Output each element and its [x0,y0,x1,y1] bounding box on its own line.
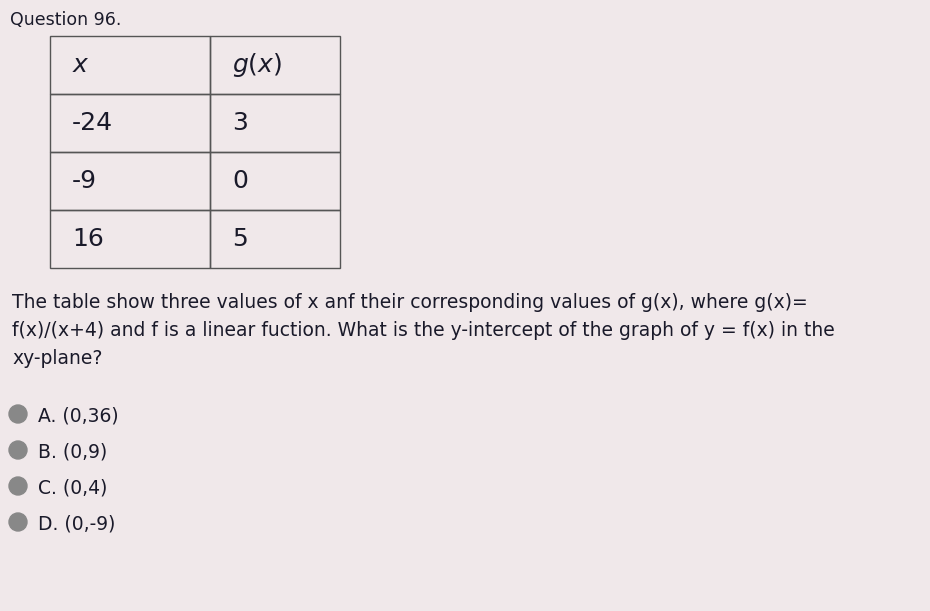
Circle shape [9,405,27,423]
Text: 16: 16 [72,227,104,251]
Text: 3: 3 [232,111,248,135]
Text: A. (0,36): A. (0,36) [38,407,119,426]
Text: $\mathit{x}$: $\mathit{x}$ [72,53,89,77]
Text: C. (0,4): C. (0,4) [38,479,107,498]
Text: -24: -24 [72,111,113,135]
Bar [210,210,340,268]
Text: Question 96.: Question 96. [10,11,122,29]
Text: f(x)/(x+4) and f is a linear fuction. What is the y-intercept of the graph of y : f(x)/(x+4) and f is a linear fuction. Wh… [12,321,835,340]
Text: xy-plane?: xy-plane? [12,349,102,368]
Text: 0: 0 [232,169,248,193]
Bar [210,94,340,152]
Text: The table show three values of x anf their corresponding values of g(x), where g: The table show three values of x anf the… [12,293,808,312]
Circle shape [9,477,27,495]
Bar [210,36,340,94]
Text: D. (0,-9): D. (0,-9) [38,515,115,534]
Text: $\mathit{g}(x)$: $\mathit{g}(x)$ [232,51,282,79]
Bar [50,94,210,152]
Circle shape [9,441,27,459]
Text: 5: 5 [232,227,247,251]
Text: -9: -9 [72,169,97,193]
Circle shape [9,513,27,531]
Bar [210,152,340,210]
Text: B. (0,9): B. (0,9) [38,443,107,462]
Bar [50,36,210,94]
Bar [50,210,210,268]
Bar [50,152,210,210]
